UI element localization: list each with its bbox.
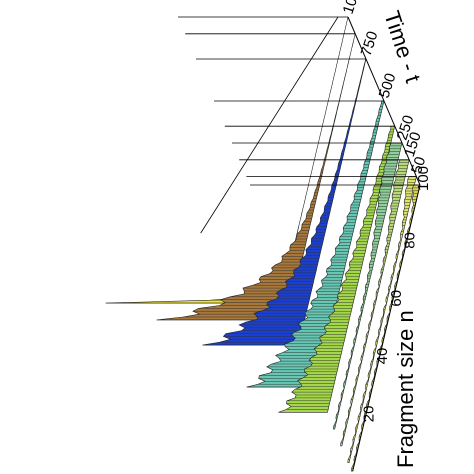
t-tick-label: 750	[358, 29, 382, 58]
t-tick-label: 50	[408, 155, 429, 176]
t-tick-label: 1000	[340, 0, 366, 16]
t-tick-label: 250	[394, 113, 418, 142]
x-tick-label: 80	[401, 232, 418, 249]
axes	[178, 16, 421, 472]
back-edge-line	[200, 16, 339, 234]
x-axis-title: Fragment size n	[393, 310, 418, 468]
t-tick-label: 150	[401, 130, 425, 159]
x-tick-label: 100	[415, 166, 432, 191]
x-tick-label: 40	[374, 348, 391, 365]
series-750	[202, 58, 367, 346]
t-tick-label: 500	[376, 71, 400, 100]
x-tick-label: 60	[388, 290, 405, 307]
n-axis-line	[352, 184, 421, 472]
series-250	[333, 142, 403, 430]
x-tick-label: 20	[361, 406, 378, 423]
series-curves	[105, 16, 421, 472]
